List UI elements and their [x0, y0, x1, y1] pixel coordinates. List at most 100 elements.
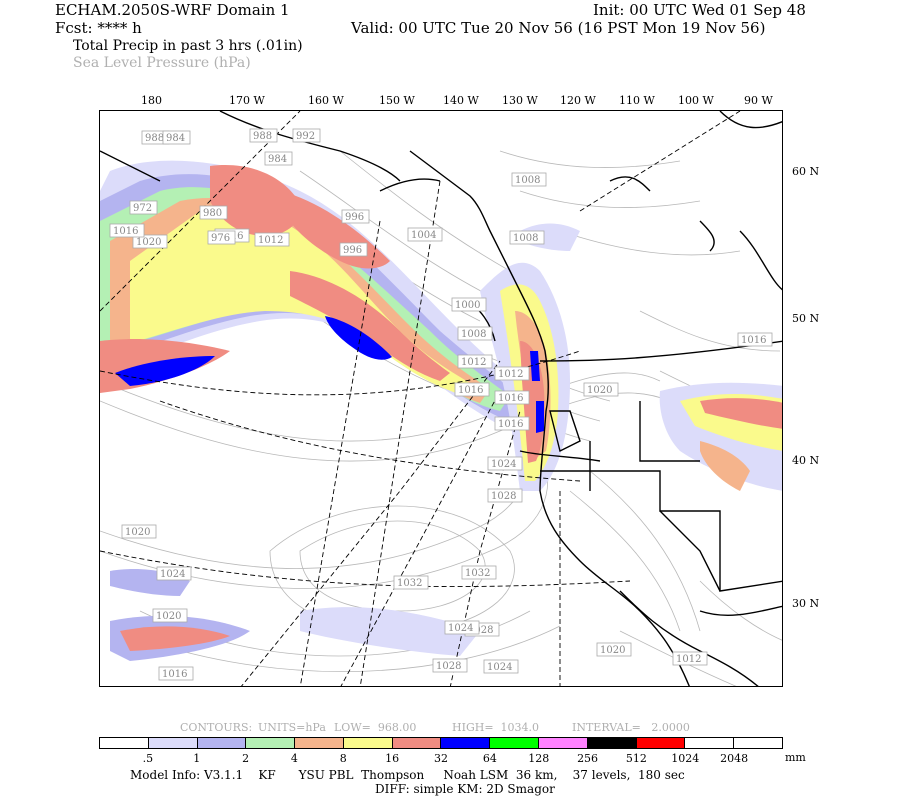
pressure-label: 972 [133, 203, 152, 214]
pressure-label: 1024 [160, 569, 185, 580]
pressure-label-box [339, 242, 368, 257]
pressure-label: 1016 [498, 393, 523, 404]
pressure-label-box [132, 234, 168, 249]
pressure-label-box [292, 128, 321, 143]
pressure-label: 1000 [455, 300, 480, 311]
pressure-label-box [432, 658, 468, 673]
pressure-label: 1024 [448, 623, 473, 634]
pressure-label: 1012 [498, 369, 523, 380]
pressure-label: 1020 [136, 237, 161, 248]
field-pressure-label: Sea Level Pressure (hPa) [73, 55, 251, 71]
legend-swatch [148, 738, 198, 748]
pressure-label-box [461, 565, 497, 580]
pressure-label-box [199, 205, 228, 220]
pressure-label: 1028 [436, 661, 461, 672]
legend-tick-label: 64 [482, 752, 497, 765]
pressure-label-box [494, 390, 530, 405]
pressure-label: 1008 [515, 175, 540, 186]
init-time: Init: 00 UTC Wed 01 Sep 48 [593, 1, 806, 19]
valid-time: Valid: 00 UTC Tue 20 Nov 56 (16 PST Mon … [351, 19, 766, 37]
lon-label-110w: 110 W [619, 94, 655, 107]
model-info-line: Model Info: V3.1.1 KF YSU PBL Thompson N… [130, 768, 685, 782]
pressure-label: 1020 [125, 527, 150, 538]
pressure-label-box [454, 382, 490, 397]
lat-label-30n: 30 N [792, 597, 820, 610]
pressure-label-box [207, 230, 236, 245]
pressure-label-box [158, 666, 194, 681]
forecast-hour: Fcst: **** h [55, 19, 142, 37]
pressure-label: 1008 [513, 233, 538, 244]
lon-label-140w: 140 W [443, 94, 479, 107]
pressure-label: 1028 [468, 625, 493, 636]
pressure-label-box [393, 575, 429, 590]
pressure-label-box [494, 416, 530, 431]
lat-label-40n: 40 N [792, 454, 820, 467]
legend-tick-label: .5 [142, 752, 154, 765]
pressure-label-box [162, 130, 191, 145]
lon-label-150w: 150 W [379, 94, 415, 107]
pressure-label-box [672, 651, 708, 666]
map-canvas: 988 984 988 9929849969961008100810041000100… [100, 111, 782, 686]
pressure-label-box [341, 209, 370, 224]
pressure-label: 1024 [491, 459, 516, 470]
lat-label-50n: 50 N [792, 312, 820, 325]
pressure-label-box [583, 382, 619, 397]
legend-swatch [100, 738, 149, 748]
pressure-labels: 988 984 988 9929849969961008100810041000100… [109, 128, 773, 681]
lon-label-180: 180 [141, 94, 162, 107]
legend-tick-label: 1024 [671, 752, 700, 765]
pressure-label-box [407, 227, 443, 242]
legend-swatch [246, 738, 296, 748]
legend-tick-label: 4 [290, 752, 298, 765]
pressure-label: 1004 [411, 230, 436, 241]
pressure-label: 1012 [676, 654, 701, 665]
model-title: ECHAM.2050S-WRF Domain 1 [55, 1, 290, 19]
pressure-label: 1028 [491, 491, 516, 502]
pressure-label-box [457, 326, 493, 341]
legend-swatch [295, 738, 344, 748]
pressure-label-box [156, 566, 192, 581]
legend-swatch [636, 738, 686, 748]
pressure-label-box [494, 366, 530, 381]
pressure-label-box [596, 642, 632, 657]
pressure-label: 1020 [587, 385, 612, 396]
pressure-label: 1016 [458, 385, 483, 396]
precip-legend-bar [99, 737, 783, 749]
pressure-label: 1032 [465, 568, 490, 579]
contour-info-interval: INTERVAL= 2.0000 [572, 721, 690, 734]
legend-unit: mm [785, 751, 806, 764]
legend-tick-label: 256 [577, 752, 599, 765]
pressure-label: 1016 [498, 419, 523, 430]
pressure-label-box [444, 620, 480, 635]
pressure-label-box [451, 297, 487, 312]
lon-label-170w: 170 W [229, 94, 265, 107]
lon-label-160w: 160 W [308, 94, 344, 107]
pressure-label-box [249, 128, 278, 143]
legend-tick-label: 2 [242, 752, 250, 765]
pressure-label: 1012 [461, 357, 486, 368]
pressure-label: 1008 [461, 329, 486, 340]
pressure-label: 1016 [162, 669, 187, 680]
pressure-label-box [487, 456, 523, 471]
lon-label-100w: 100 W [678, 94, 714, 107]
lat-label-60n: 60 N [792, 165, 820, 178]
contour-info-contours: CONTOURS: [180, 721, 253, 734]
legend-swatch [539, 738, 588, 748]
pressure-label-box [511, 172, 547, 187]
pressure-label-box [121, 524, 157, 539]
pressure-label: 1016 [113, 226, 138, 237]
legend-tick-label: 8 [339, 752, 347, 765]
pressure-label: 996 [345, 212, 364, 223]
legend-tick-label: 16 [385, 752, 400, 765]
diff-info-line: DIFF: simple KM: 2D Smagor [375, 782, 555, 796]
pressure-label-box [152, 608, 188, 623]
pressure-label: 1016 [741, 335, 766, 346]
contour-info-high: HIGH= 1034.0 [452, 721, 540, 734]
pressure-label-box [129, 200, 158, 215]
pressure-label: 1020 [156, 611, 181, 622]
legend-tick-label: 1 [193, 752, 201, 765]
legend-swatch [197, 738, 247, 748]
pressure-label: 988 [145, 133, 164, 144]
pressure-label-box [737, 332, 773, 347]
pressure-label: 1024 [487, 662, 512, 673]
